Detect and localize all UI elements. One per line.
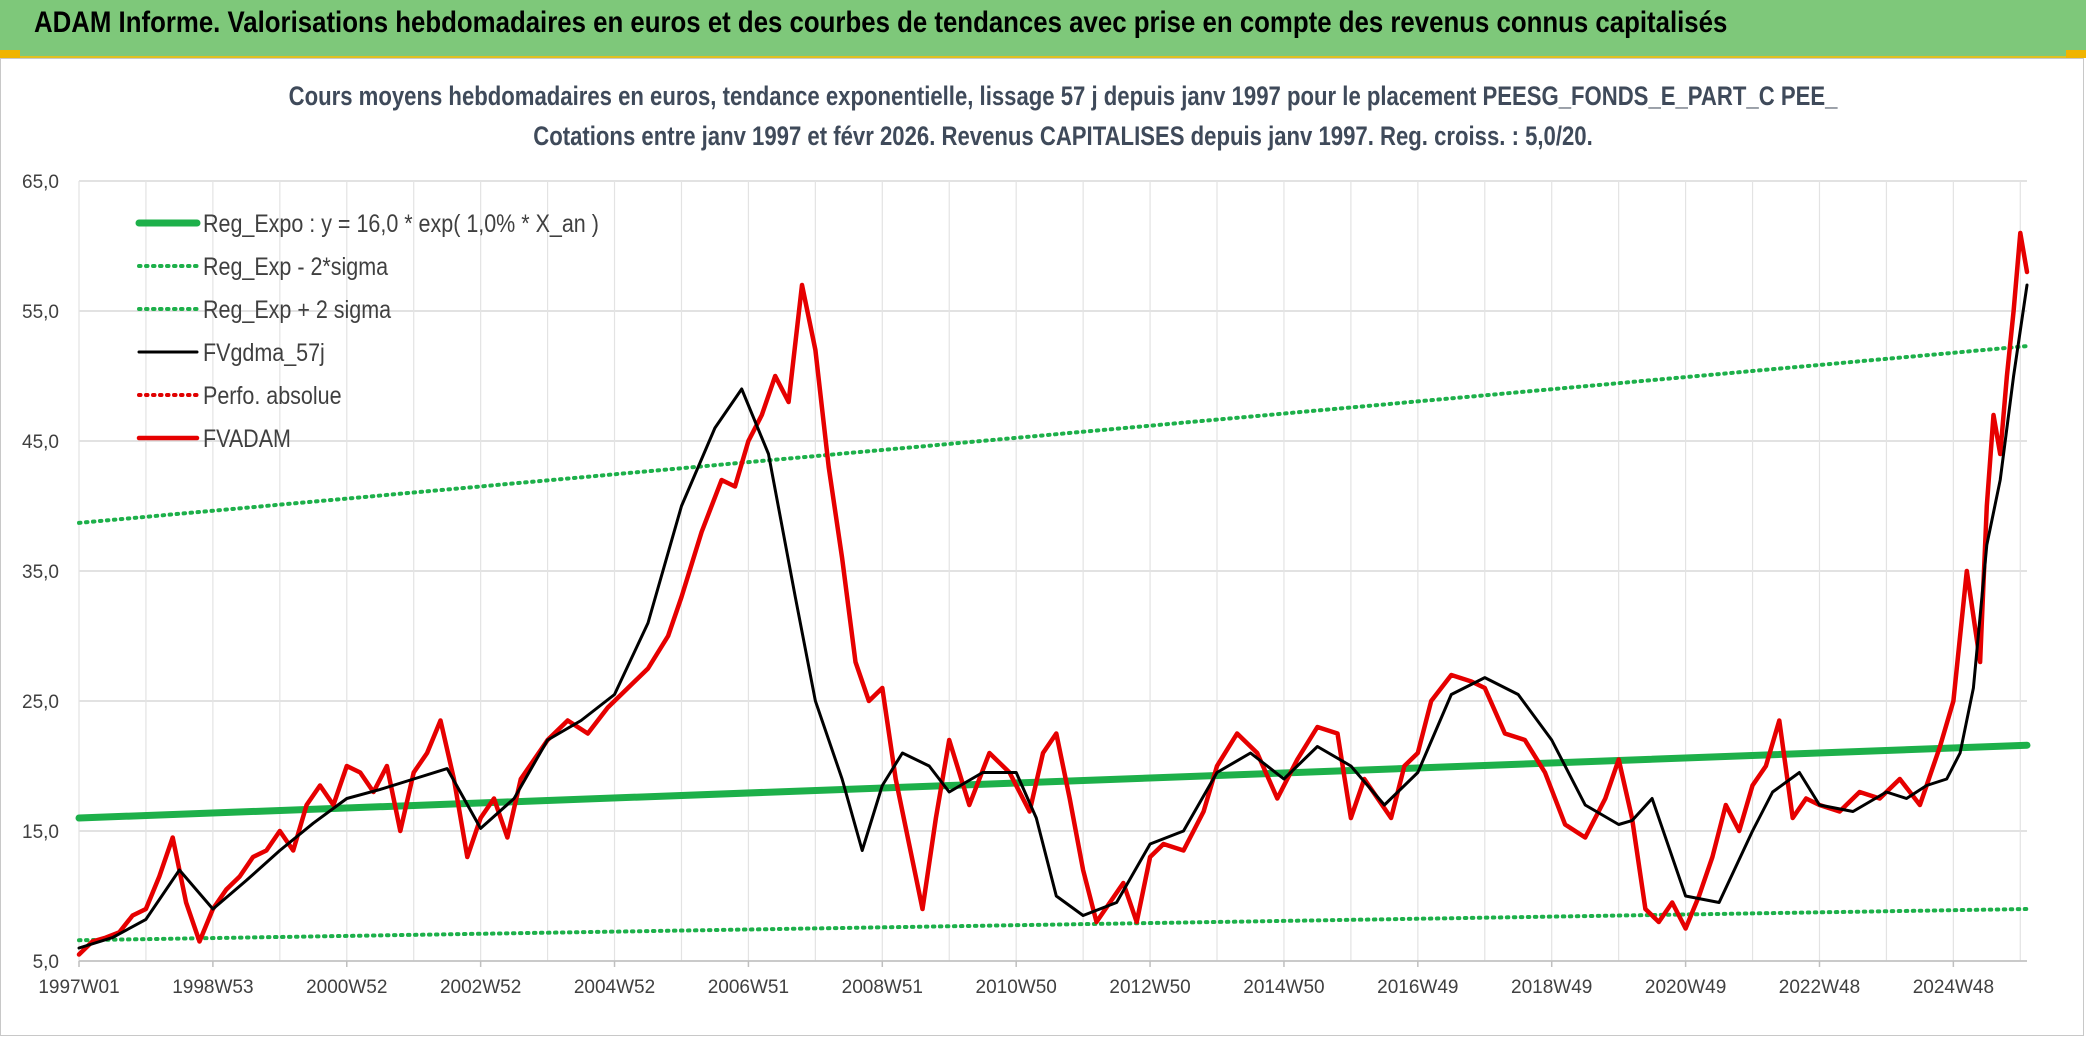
legend: Reg_Expo : y = 16,0 * exp( 1,0% * X_an )… xyxy=(135,209,599,452)
plot-area xyxy=(75,230,2031,957)
x-tick-label: 2002W52 xyxy=(440,977,521,998)
series-line-5 xyxy=(76,230,2030,957)
series-line-0 xyxy=(75,741,2031,822)
x-tick-label: 2000W52 xyxy=(306,977,387,998)
legend-label: FVgdma_57j xyxy=(203,338,325,366)
x-tick-label: 2014W50 xyxy=(1243,977,1324,998)
y-tick-label: 55,0 xyxy=(22,302,59,323)
y-tick-label: 5,0 xyxy=(33,952,59,973)
x-tick-label: 2020W49 xyxy=(1645,977,1726,998)
y-tick-label: 35,0 xyxy=(22,562,59,583)
x-tick-label: 1997W01 xyxy=(38,977,119,998)
legend-label: Reg_Exp - 2*sigma xyxy=(203,252,388,280)
x-tick-label: 2004W52 xyxy=(574,977,655,998)
legend-label: Perfo. absolue xyxy=(203,381,342,409)
chart-subtitle: Cotations entre janv 1997 et févr 2026. … xyxy=(533,122,1593,152)
y-tick-label: 65,0 xyxy=(22,172,59,193)
x-tick-label: 2022W48 xyxy=(1779,977,1860,998)
x-tick-label: 2016W49 xyxy=(1377,977,1458,998)
legend-label: FVADAM xyxy=(203,424,291,452)
series-line-1 xyxy=(77,907,2029,943)
x-tick-label: 2008W51 xyxy=(842,977,923,998)
y-tick-label: 15,0 xyxy=(22,822,59,843)
x-tick-label: 2006W51 xyxy=(708,977,789,998)
legend-label: Reg_Exp + 2 sigma xyxy=(203,295,391,323)
y-axis: 5,0 15,0 25,0 35,0 45,0 55,0 65,0 xyxy=(22,172,59,973)
banner-title: ADAM Informe. Valorisations hebdomadaire… xyxy=(34,6,1728,39)
x-tick-label: 2010W50 xyxy=(976,977,1057,998)
y-tick-label: 45,0 xyxy=(22,432,59,453)
legend-label: Reg_Expo : y = 16,0 * exp( 1,0% * X_an ) xyxy=(203,209,599,237)
series-line-2 xyxy=(77,344,2029,525)
corner-marker-left xyxy=(0,50,20,58)
banner: ADAM Informe. Valorisations hebdomadaire… xyxy=(0,0,2086,58)
grid xyxy=(78,180,2027,967)
x-axis: 1997W01 1998W53 2000W52 2002W52 2004W52 2006W… xyxy=(38,977,1994,998)
x-tick-label: 2012W50 xyxy=(1109,977,1190,998)
chart: Cours moyens hebdomadaires en euros, ten… xyxy=(22,82,2031,998)
y-tick-label: 25,0 xyxy=(22,692,59,713)
chart-frame: Cours moyens hebdomadaires en euros, ten… xyxy=(0,58,2084,1036)
x-tick-label: 1998W53 xyxy=(172,977,253,998)
corner-marker-right xyxy=(2066,50,2086,58)
x-tick-label: 2018W49 xyxy=(1511,977,1592,998)
chart-title: Cours moyens hebdomadaires en euros, ten… xyxy=(289,82,1838,112)
series-line-3 xyxy=(77,283,2029,950)
x-tick-label: 2024W48 xyxy=(1913,977,1994,998)
